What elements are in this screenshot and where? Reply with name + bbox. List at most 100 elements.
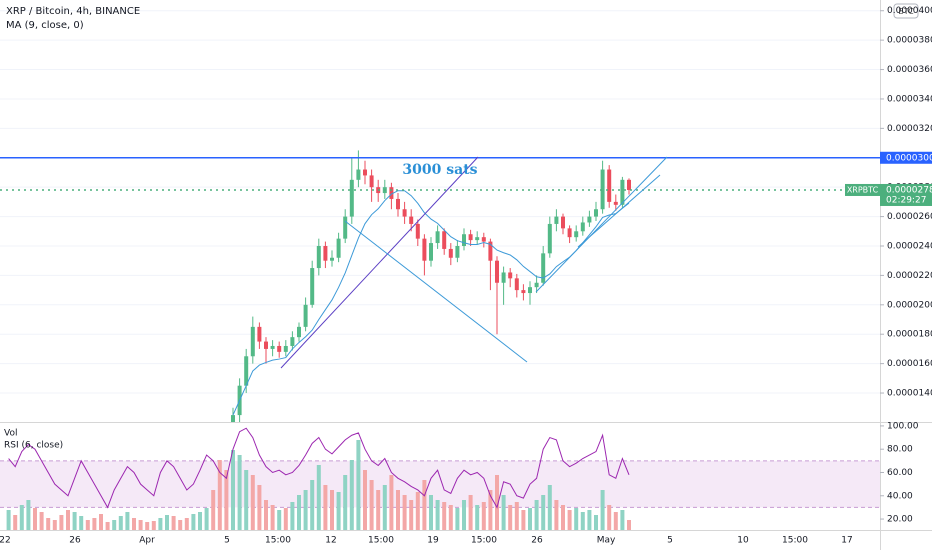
- volume-bar: [310, 480, 315, 530]
- volume-bar: [369, 480, 374, 530]
- candle-body: [514, 278, 519, 291]
- volume-bar: [297, 495, 301, 530]
- candle-body: [495, 260, 499, 283]
- candle-body: [244, 356, 249, 386]
- x-tick-label: 17: [841, 536, 852, 546]
- volume-bar: [132, 518, 136, 530]
- volume-bar: [303, 490, 308, 530]
- candle-body: [429, 243, 433, 261]
- indicator-pane: [0, 427, 880, 530]
- volume-bar: [13, 515, 18, 530]
- volume-bar: [316, 465, 321, 530]
- candle-body: [409, 216, 414, 224]
- volume-bar: [52, 520, 57, 530]
- y-tick-label: 0.00001800: [887, 330, 932, 340]
- x-tick-label: 15:00: [782, 536, 808, 546]
- volume-bar: [211, 490, 216, 530]
- trend-line: [535, 156, 668, 293]
- candle-body: [415, 223, 420, 239]
- x-tick-label: 22: [0, 536, 11, 546]
- volume-bar: [138, 520, 143, 530]
- currency-badge[interactable]: [893, 3, 919, 19]
- volume-bar: [118, 516, 123, 530]
- candle-body: [369, 175, 374, 188]
- candle-body: [468, 234, 473, 241]
- x-tick-label: May: [597, 536, 616, 546]
- volume-bar: [191, 514, 196, 530]
- candle-body: [561, 216, 565, 229]
- candle-body: [547, 223, 552, 254]
- chart-title: XRP / Bitcoin, 4h, BINANCE: [6, 6, 140, 17]
- y-tick-label: 0.00003200: [887, 124, 932, 134]
- candle-body: [580, 222, 585, 232]
- countdown-label: 02:29:27: [886, 195, 926, 205]
- candle-body: [323, 245, 328, 261]
- y-tick-label: 0.00003800: [887, 36, 932, 46]
- ma-line: [232, 190, 630, 416]
- candle-body: [422, 238, 427, 261]
- volume-bar: [33, 508, 37, 530]
- volume-bar: [323, 485, 328, 530]
- volume-bar: [99, 514, 103, 530]
- volume-bar: [514, 502, 519, 530]
- volume-bar: [171, 516, 176, 530]
- volume-bar: [627, 520, 631, 530]
- price-label: 0.00002781: [886, 185, 932, 195]
- rsi-line: [8, 427, 630, 509]
- volume-bar: [607, 505, 612, 530]
- candle-body: [442, 231, 447, 249]
- candle-body: [316, 245, 321, 269]
- candle-body: [297, 326, 301, 338]
- volume-bar: [283, 508, 288, 530]
- candle-body: [600, 169, 605, 210]
- volume-bar: [495, 475, 499, 530]
- volume-bar: [46, 518, 51, 530]
- trend-line: [344, 220, 528, 363]
- y-tick-label: 0.00002400: [887, 241, 932, 251]
- trend-line: [577, 174, 661, 248]
- volume-bar: [429, 495, 433, 530]
- volume-bar: [508, 505, 513, 530]
- candle-body: [613, 201, 618, 205]
- volume-bar: [554, 500, 559, 530]
- volume-bar: [488, 490, 493, 530]
- candle-body: [587, 216, 592, 223]
- x-tick-label: 26: [69, 536, 81, 546]
- volume-bar: [475, 505, 480, 530]
- price-pane: [0, 10, 880, 422]
- y-tick-label: 0.00002600: [887, 212, 932, 222]
- candle-body: [435, 231, 440, 244]
- volume-bar: [442, 502, 447, 530]
- candle-body: [607, 169, 612, 202]
- volume-bar: [270, 505, 275, 530]
- volume-bar: [39, 512, 44, 530]
- volume-bar: [594, 515, 598, 530]
- candle-body: [303, 304, 308, 327]
- volume-bar: [528, 508, 532, 530]
- volume-bar: [376, 490, 381, 530]
- volume-bar: [244, 470, 249, 530]
- volume-bar: [217, 460, 222, 530]
- volume-bar: [72, 512, 77, 530]
- candle-body: [356, 169, 361, 180]
- y-tick-label: 0.00001400: [887, 389, 932, 399]
- volume-bar: [382, 485, 387, 530]
- volume-bar: [250, 475, 255, 530]
- volume-bar: [541, 495, 546, 530]
- volume-bar: [158, 518, 163, 530]
- x-tick-label: 15:00: [471, 536, 497, 546]
- x-tick-label: 5: [224, 536, 230, 546]
- y-tick-label: 60.00: [887, 468, 913, 478]
- level-label: 0.00003000: [886, 153, 932, 163]
- volume-bar: [567, 510, 572, 530]
- x-tick-label: 12: [325, 536, 336, 546]
- x-tick-label: 5: [667, 536, 673, 546]
- volume-bar: [59, 515, 64, 530]
- candle-body: [250, 326, 255, 357]
- volume-bar: [66, 510, 70, 530]
- candle-body: [396, 198, 400, 210]
- symbol-tag: [845, 183, 880, 196]
- candle-body: [554, 216, 559, 224]
- y-tick-label: 20.00: [887, 515, 913, 525]
- x-tick-label: 19: [427, 536, 439, 546]
